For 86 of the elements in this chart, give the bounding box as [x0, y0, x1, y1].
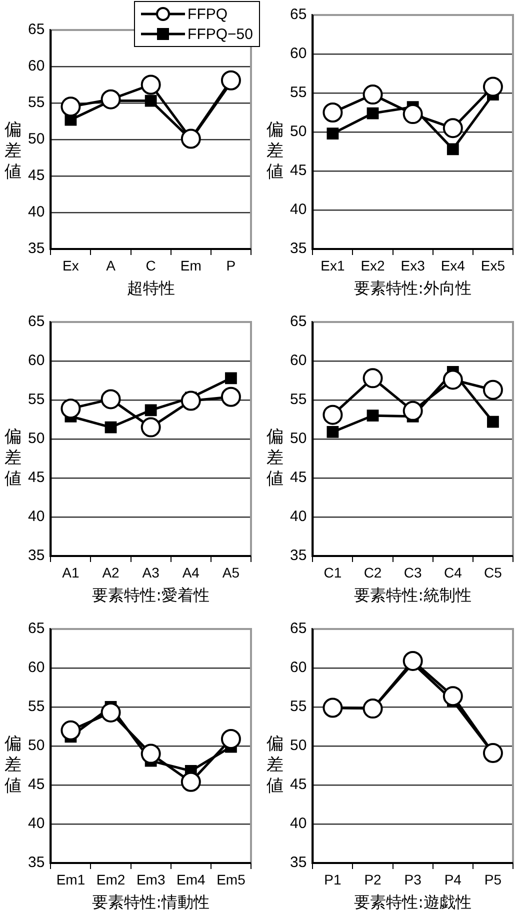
y-tick-label: 35	[28, 240, 45, 258]
x-tick-label: A3	[142, 564, 160, 580]
y-tick-label: 45	[28, 469, 45, 486]
x-tick-label: A	[106, 257, 116, 274]
x-tick-label: A4	[182, 564, 200, 580]
x-tick-label: Em5	[216, 871, 246, 888]
x-axis-title: 要素特性:遊戯性	[354, 892, 472, 912]
x-axis-title: 要素特性:愛着性	[92, 586, 210, 605]
y-tick-label: 40	[28, 204, 45, 221]
x-tick-label: P4	[444, 871, 462, 888]
y-tick-label: 55	[28, 391, 45, 408]
x-tick-label: Ex5	[480, 257, 506, 274]
x-tick-label: Em4	[176, 871, 206, 888]
y-tick-label: 60	[28, 659, 45, 676]
x-tick-label: A5	[222, 564, 240, 580]
y-tick-label: 50	[28, 130, 45, 148]
y-axis-title: 偏差値	[4, 427, 22, 489]
y-tick-label: 40	[28, 508, 45, 526]
y-tick-label: 65	[290, 620, 307, 638]
x-axis-title: 超特性	[126, 278, 175, 298]
y-tick-label: 50	[28, 737, 45, 754]
y-tick-label: 35	[290, 240, 307, 258]
x-tick-label: A2	[102, 564, 120, 580]
x-tick-label: Em	[180, 257, 202, 274]
y-tick-label: 45	[290, 162, 307, 180]
y-tick-label: 65	[28, 21, 45, 38]
x-tick-label: P3	[404, 871, 422, 888]
y-axis-title: 偏差値	[266, 120, 284, 182]
y-tick-label: 50	[290, 430, 307, 448]
y-tick-label: 35	[290, 547, 307, 564]
x-tick-label: C4	[444, 564, 462, 580]
y-tick-label: 35	[28, 854, 45, 872]
y-tick-label: 55	[290, 698, 307, 716]
legend-label: FFPQ−50	[188, 26, 253, 42]
x-axis-title: 要素特性:外向性	[354, 278, 472, 298]
x-tick-label: C1	[324, 564, 342, 580]
x-tick-label: Em1	[56, 871, 86, 888]
y-tick-label: 45	[290, 776, 307, 794]
y-tick-label: 50	[290, 123, 307, 140]
y-tick-label: 65	[290, 313, 307, 330]
y-tick-label: 35	[28, 547, 45, 564]
x-tick-label: Ex	[62, 257, 79, 274]
x-tick-label: P	[226, 257, 236, 274]
y-tick-label: 55	[290, 391, 307, 408]
y-axis-title: 偏差値	[4, 120, 22, 182]
x-tick-label: Ex3	[400, 257, 426, 274]
x-tick-label: Em3	[136, 871, 166, 888]
x-tick-label: C5	[484, 564, 502, 580]
y-tick-label: 65	[28, 313, 45, 330]
y-tick-label: 40	[290, 815, 307, 832]
x-tick-label: Ex4	[440, 257, 466, 274]
x-tick-label: C2	[364, 564, 382, 580]
y-tick-label: 35	[290, 854, 307, 872]
x-tick-label: Ex1	[320, 257, 345, 274]
y-axis-title: 偏差値	[4, 734, 22, 796]
x-tick-label: A1	[62, 564, 80, 580]
x-tick-label: P2	[364, 871, 382, 888]
x-tick-label: Ex2	[360, 257, 386, 274]
y-tick-label: 65	[28, 620, 45, 638]
y-tick-label: 50	[290, 737, 307, 754]
x-axis-title: 要素特性:統制性	[354, 586, 472, 605]
y-tick-label: 55	[28, 698, 45, 716]
y-tick-label: 45	[28, 776, 45, 794]
x-tick-label: Em2	[96, 871, 126, 888]
y-tick-label: 65	[290, 6, 307, 24]
legend-label: FFPQ	[188, 6, 228, 22]
y-tick-label: 55	[290, 84, 307, 102]
y-tick-label: 60	[28, 352, 45, 370]
y-tick-label: 60	[290, 659, 307, 676]
x-tick-label: P1	[324, 871, 342, 888]
y-tick-label: 40	[290, 201, 307, 218]
y-tick-label: 45	[28, 167, 45, 184]
y-tick-label: 40	[290, 508, 307, 526]
y-axis-title: 偏差値	[266, 427, 284, 489]
x-tick-label: C	[146, 257, 156, 274]
y-tick-label: 60	[290, 45, 307, 62]
y-axis-title: 偏差値	[266, 734, 284, 796]
y-tick-label: 40	[28, 815, 45, 832]
y-tick-label: 60	[28, 58, 45, 75]
x-tick-label: P5	[484, 871, 502, 888]
x-axis-title: 要素特性:情動性	[92, 892, 210, 912]
y-tick-label: 50	[28, 430, 45, 448]
y-tick-label: 45	[290, 469, 307, 486]
x-tick-label: C3	[404, 564, 422, 580]
y-tick-label: 60	[290, 352, 307, 370]
y-tick-label: 55	[28, 94, 45, 112]
